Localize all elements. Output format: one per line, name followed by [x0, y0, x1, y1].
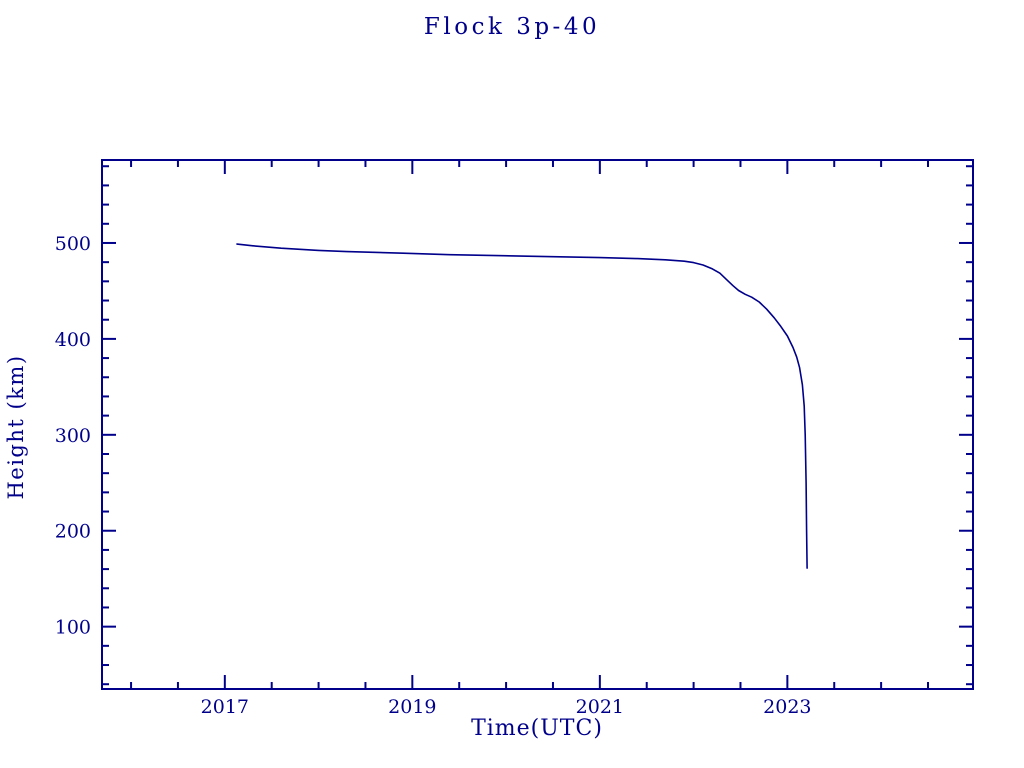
height-curve [236, 243, 808, 569]
y-tick-label: 400 [55, 329, 91, 351]
x-tick-label: 2021 [576, 696, 624, 718]
x-tick-label: 2019 [388, 696, 436, 718]
y-tick-label: 300 [55, 425, 91, 447]
x-axis-label: Time(UTC) [471, 716, 603, 741]
plot-frame [101, 159, 974, 690]
chart-title: Flock 3p-40 [423, 14, 601, 40]
x-tick-label: 2017 [201, 696, 249, 718]
x-tick-label: 2023 [763, 696, 811, 718]
y-tick-label: 500 [55, 233, 91, 255]
y-tick-label: 100 [55, 617, 91, 639]
y-tick-label: 200 [55, 521, 91, 543]
